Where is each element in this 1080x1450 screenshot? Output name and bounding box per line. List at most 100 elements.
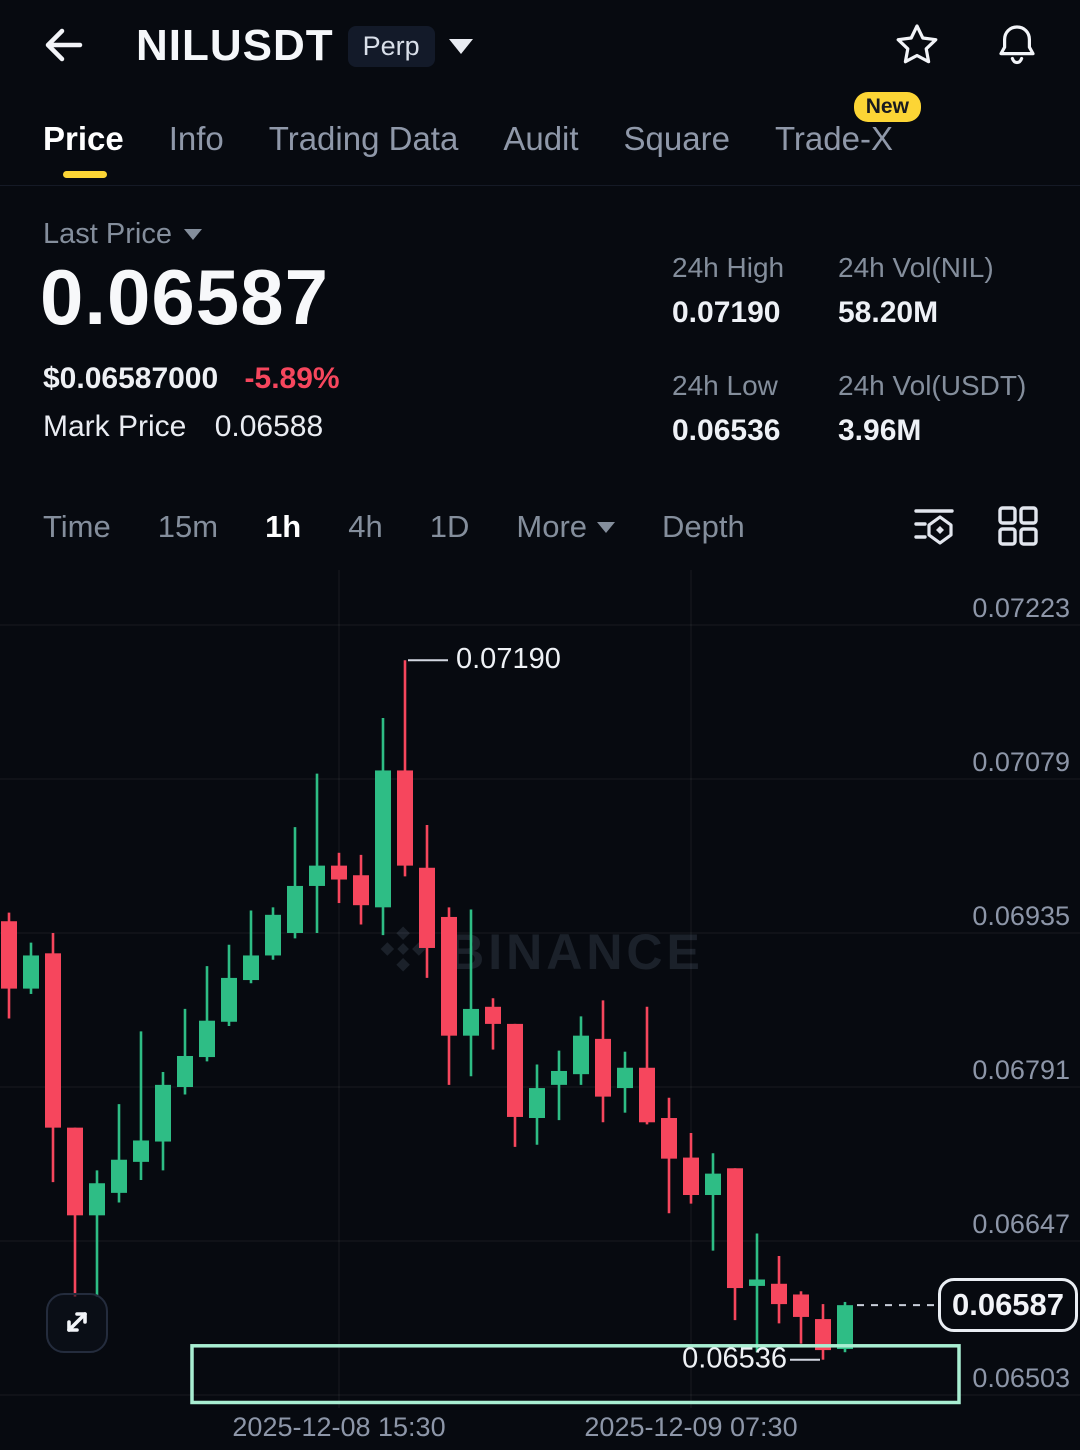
x-axis-labels: 2025-12-08 15:30 2025-12-09 07:30 bbox=[232, 1412, 797, 1442]
stat-24h-high: 24h High 0.07190 bbox=[672, 252, 838, 330]
candle-body bbox=[375, 770, 391, 908]
header-actions bbox=[894, 22, 1040, 71]
candle-body bbox=[177, 1055, 193, 1087]
grid-icon bbox=[996, 504, 1040, 551]
indicators-button[interactable] bbox=[912, 504, 956, 551]
new-badge: New bbox=[853, 92, 921, 122]
candle-body bbox=[573, 1035, 589, 1075]
candle-body bbox=[683, 1157, 699, 1196]
last-price-label: Last Price bbox=[43, 218, 172, 250]
chart-tool-icons bbox=[912, 504, 1040, 551]
tab-info-label: Info bbox=[168, 119, 224, 157]
candle-body bbox=[639, 1067, 655, 1123]
expand-arrows-icon bbox=[59, 1304, 95, 1343]
tf-depth[interactable]: Depth bbox=[662, 509, 745, 544]
high-price-annotation: 0.07190 bbox=[456, 643, 561, 675]
mark-price-row: Mark Price 0.06588 bbox=[43, 410, 323, 444]
layout-grid-button[interactable] bbox=[996, 504, 1040, 551]
tab-info[interactable]: Info bbox=[169, 92, 224, 185]
candle-body bbox=[89, 1183, 105, 1216]
mark-price-label: Mark Price bbox=[43, 410, 187, 443]
tab-bar: Price Info Trading Data Audit Square Tra… bbox=[0, 92, 1080, 186]
tf-time[interactable]: Time bbox=[43, 509, 111, 544]
candle-body bbox=[155, 1084, 171, 1142]
y-axis-tick: 0.06647 bbox=[972, 1209, 1070, 1239]
candle-body bbox=[353, 875, 369, 906]
candle-body bbox=[199, 1020, 215, 1058]
stat-24h-low: 24h Low 0.06536 bbox=[672, 370, 838, 448]
y-axis-tick: 0.06935 bbox=[972, 901, 1070, 931]
tab-price[interactable]: Price bbox=[43, 92, 124, 185]
tf-1h[interactable]: 1h bbox=[265, 509, 302, 544]
tab-trade-x-label: Trade-X bbox=[774, 119, 893, 157]
stat-24h-vol-base: 24h Vol(NIL) 58.20M bbox=[838, 252, 1078, 330]
tab-trading-data-label: Trading Data bbox=[268, 119, 459, 157]
stat-24h-vol-quote: 24h Vol(USDT) 3.96M bbox=[838, 370, 1078, 448]
tf-1d[interactable]: 1D bbox=[429, 509, 470, 544]
price-type-selector[interactable]: Last Price bbox=[43, 218, 202, 251]
tab-trade-x[interactable]: Trade-X New bbox=[774, 92, 921, 185]
candle-body bbox=[749, 1279, 765, 1286]
tab-square-label: Square bbox=[623, 119, 730, 157]
last-price-value: 0.06587 bbox=[40, 253, 329, 341]
candle-body bbox=[771, 1283, 787, 1305]
mark-price-value: 0.06588 bbox=[214, 410, 324, 443]
chevron-down-icon bbox=[597, 521, 616, 533]
candle-body bbox=[727, 1168, 743, 1289]
candle-body bbox=[67, 1127, 83, 1216]
tab-trading-data[interactable]: Trading Data bbox=[269, 92, 459, 185]
fullscreen-button[interactable] bbox=[46, 1293, 108, 1353]
candlestick-chart[interactable]: 0.07190 0.06536 0.07223 0.07079 0.06935 0.067… bbox=[0, 570, 1080, 1450]
active-tab-underline bbox=[63, 171, 107, 178]
candle-body bbox=[23, 955, 39, 989]
indicators-icon bbox=[912, 504, 956, 551]
change-percent: -5.89% bbox=[244, 362, 340, 395]
favorite-star-button[interactable] bbox=[894, 22, 940, 71]
candle-body bbox=[287, 885, 303, 933]
candle-body bbox=[397, 770, 413, 866]
candle-body bbox=[243, 955, 259, 981]
tf-4h[interactable]: 4h bbox=[348, 509, 383, 544]
tab-audit-label: Audit bbox=[503, 119, 579, 157]
price-annotations: 0.07190 0.06536 bbox=[408, 643, 938, 1374]
symbol-selector[interactable]: NILUSDT Perp bbox=[136, 21, 473, 71]
candle-body bbox=[551, 1070, 567, 1085]
y-axis-tick: 0.06791 bbox=[972, 1055, 1070, 1085]
back-arrow-icon bbox=[40, 21, 88, 72]
alerts-bell-button[interactable] bbox=[994, 22, 1040, 71]
candle-body bbox=[529, 1088, 545, 1119]
candle-body bbox=[507, 1023, 523, 1117]
y-axis-tick: 0.07223 bbox=[972, 593, 1070, 623]
usd-value: $0.06587000 bbox=[43, 362, 219, 395]
candle-body bbox=[463, 1008, 479, 1036]
candle-body bbox=[705, 1173, 721, 1196]
stat-value: 3.96M bbox=[838, 414, 922, 447]
candle-body bbox=[485, 1006, 501, 1024]
candle-body bbox=[221, 977, 237, 1022]
usd-change-row: $0.06587000 -5.89% bbox=[43, 362, 340, 396]
candle-body bbox=[265, 914, 281, 956]
star-icon bbox=[894, 22, 940, 71]
candle-body bbox=[595, 1038, 611, 1097]
header: NILUSDT Perp bbox=[0, 0, 1080, 92]
drawing-rectangle[interactable] bbox=[190, 1344, 961, 1405]
back-button[interactable] bbox=[40, 21, 88, 72]
stat-label: 24h Vol(USDT) bbox=[838, 370, 1027, 401]
symbol-title: NILUSDT bbox=[136, 21, 334, 70]
low-price-annotation: 0.06536 bbox=[682, 1342, 787, 1374]
tf-more[interactable]: More bbox=[516, 509, 616, 545]
tab-square[interactable]: Square bbox=[624, 92, 730, 185]
tf-15m[interactable]: 15m bbox=[157, 509, 219, 544]
ticker-panel: Last Price 0.06587 $0.06587000 -5.89% Ma… bbox=[0, 186, 1080, 486]
stat-label: 24h High bbox=[672, 252, 785, 283]
chevron-down-icon bbox=[448, 38, 473, 54]
y-axis-labels: 0.07223 0.07079 0.06935 0.06791 0.06647 0.065… bbox=[972, 593, 1070, 1393]
stat-value: 58.20M bbox=[838, 296, 939, 329]
candle-body bbox=[331, 865, 347, 880]
x-axis-tick: 2025-12-09 07:30 bbox=[584, 1412, 797, 1442]
x-axis-tick: 2025-12-08 15:30 bbox=[232, 1412, 445, 1442]
chevron-down-icon bbox=[183, 229, 202, 240]
tab-audit[interactable]: Audit bbox=[503, 92, 578, 185]
tab-price-label: Price bbox=[43, 119, 124, 157]
